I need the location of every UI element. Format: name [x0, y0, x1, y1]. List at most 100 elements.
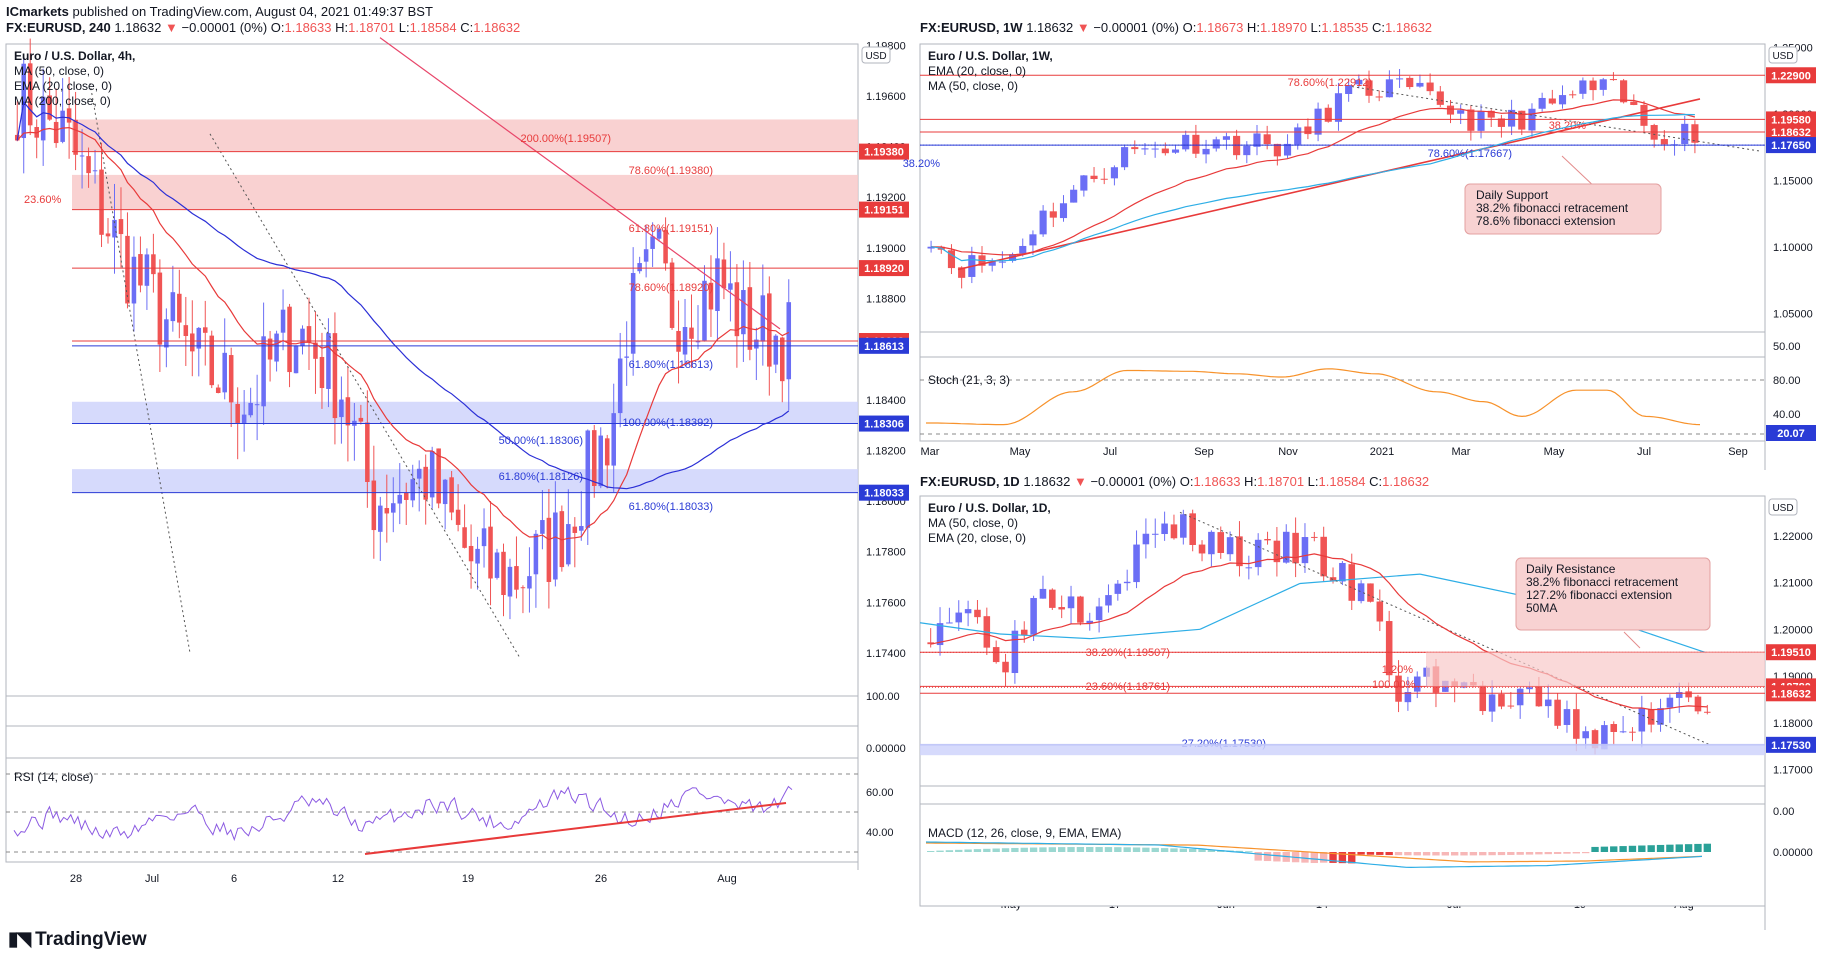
d1-candle: [1245, 567, 1253, 569]
rsi-ytick: 60.00: [866, 787, 894, 799]
d1-candle: [1301, 537, 1309, 564]
d1-price-tag: [1766, 644, 1816, 661]
w1-callout-box: [1464, 183, 1662, 235]
rsi-ytick: 40.00: [866, 827, 894, 839]
h4-candle: [254, 404, 260, 406]
w1-candle: [1151, 148, 1159, 150]
macd-histogram-bar: [1535, 852, 1543, 855]
tradingview-logo-icon: ▮◥: [8, 929, 31, 950]
w1-xtick: Mar: [1452, 446, 1471, 458]
h4-candle: [546, 517, 552, 582]
stoch-line: [926, 368, 1701, 426]
h4-candle: [708, 282, 714, 310]
h4-candle: [572, 526, 578, 533]
h4-subpanel-blank-2: [5, 725, 859, 759]
h4-candle: [598, 435, 604, 487]
h4-candle: [617, 358, 623, 414]
h4-candle: [507, 566, 513, 597]
h4-price-tag-label: 1.18306: [864, 419, 904, 431]
w1-candle: [1599, 79, 1607, 90]
d1-candle: [1105, 595, 1112, 606]
w1-candle: [1141, 148, 1149, 150]
w1-callout-line: Daily Support: [1476, 188, 1549, 202]
d1-candle: [1133, 544, 1140, 583]
w1-candle: [1294, 127, 1302, 145]
d1-chart-title: Euro / U.S. Dollar, 1D,: [928, 501, 1051, 515]
h4-candle: [624, 356, 629, 358]
d1-candle: [1376, 601, 1384, 622]
macd-histogram-bar: [1600, 846, 1609, 852]
macd-histogram-bar: [1694, 843, 1702, 852]
h4-candle: [566, 524, 571, 565]
h4-candle: [300, 328, 305, 346]
macd-histogram-bar: [1011, 847, 1019, 852]
d1-candle: [1217, 532, 1225, 553]
h4-xtick: 28: [70, 873, 82, 885]
macd-histogram-bar: [1451, 852, 1459, 856]
w1-price-tag-label: 1.19580: [1771, 114, 1811, 126]
h4-candle: [468, 545, 474, 562]
macd-histogram-bar: [1591, 846, 1599, 852]
h4-candle: [760, 295, 766, 342]
macd-histogram-bar: [1469, 852, 1478, 856]
h4-fib-label: 100.00%(1.18392): [622, 417, 713, 429]
w1-candle: [1080, 175, 1088, 191]
w1-candle: [1324, 107, 1332, 122]
h4-currency-badge: [861, 46, 891, 64]
d1-candle: [1273, 540, 1281, 563]
h4-candle: [391, 503, 396, 513]
w1-candle: [1131, 147, 1139, 150]
w1-candle: [1365, 80, 1373, 96]
w1-fib-label: 78.60%(1.22912): [1288, 77, 1372, 89]
h4-candle: [494, 552, 500, 578]
macd-histogram-bar: [1385, 852, 1393, 856]
w1-candle: [958, 267, 966, 278]
macd-histogram-bar: [1366, 852, 1375, 855]
h4-zone-1: [72, 174, 858, 210]
d1-candle: [1404, 691, 1412, 703]
h4-candle: [365, 422, 370, 482]
w1-ytick: 1.05000: [1773, 308, 1813, 320]
w1-fib-label: 78.60%(1.17667): [1428, 148, 1512, 160]
h4-ytick: 1.17800: [866, 547, 906, 559]
d1-candle: [1638, 708, 1646, 732]
macd-histogram-bar: [1479, 852, 1487, 856]
h4-candle: [222, 352, 227, 393]
h4-candle: [442, 479, 448, 505]
d1-candle: [1413, 676, 1421, 692]
macd-histogram-bar: [1245, 851, 1253, 853]
w1-candle: [1436, 91, 1444, 105]
h4-candle: [371, 480, 377, 531]
h4-candle: [514, 566, 519, 590]
d1-candle: [1647, 709, 1655, 725]
d1-currency-badge: [1768, 498, 1798, 516]
h4-candle: [118, 219, 124, 235]
d1-panel: 1.170001.180001.190001.200001.210001.220…: [919, 495, 1816, 930]
macd-histogram-bar: [1067, 847, 1075, 852]
w1-support-trendline: [957, 98, 1701, 271]
w1-candle: [1477, 111, 1485, 131]
w1-sub-ytick: 50.00: [1773, 341, 1801, 353]
h4-price-tag: [859, 260, 909, 277]
w1-price-tag: [1766, 111, 1816, 128]
d1-candle: [927, 642, 934, 645]
macd-histogram-bar: [1198, 849, 1206, 852]
h4-candle: [533, 533, 539, 575]
h4-candle: [501, 551, 506, 596]
stoch-legend: Stoch (21, 3, 3): [928, 373, 1010, 387]
w1-price-tag: [1766, 124, 1816, 141]
w1-candle: [1467, 109, 1475, 131]
macd-histogram-bar: [1114, 847, 1122, 852]
w1-candle: [1416, 82, 1424, 87]
d1-price-tag-label: 1.19510: [1771, 647, 1811, 659]
d1-candle: [1208, 531, 1215, 555]
h4-legend-item: EMA (20, close, 0): [14, 79, 112, 93]
w1-ytick: 1.10000: [1773, 242, 1813, 254]
d1-ytick: 1.17000: [1773, 765, 1813, 777]
macd-histogram-bar: [1656, 844, 1665, 852]
h4-candle: [449, 477, 454, 513]
w1-xtick: 2021: [1370, 446, 1394, 458]
macd-histogram-bar: [1563, 852, 1571, 854]
